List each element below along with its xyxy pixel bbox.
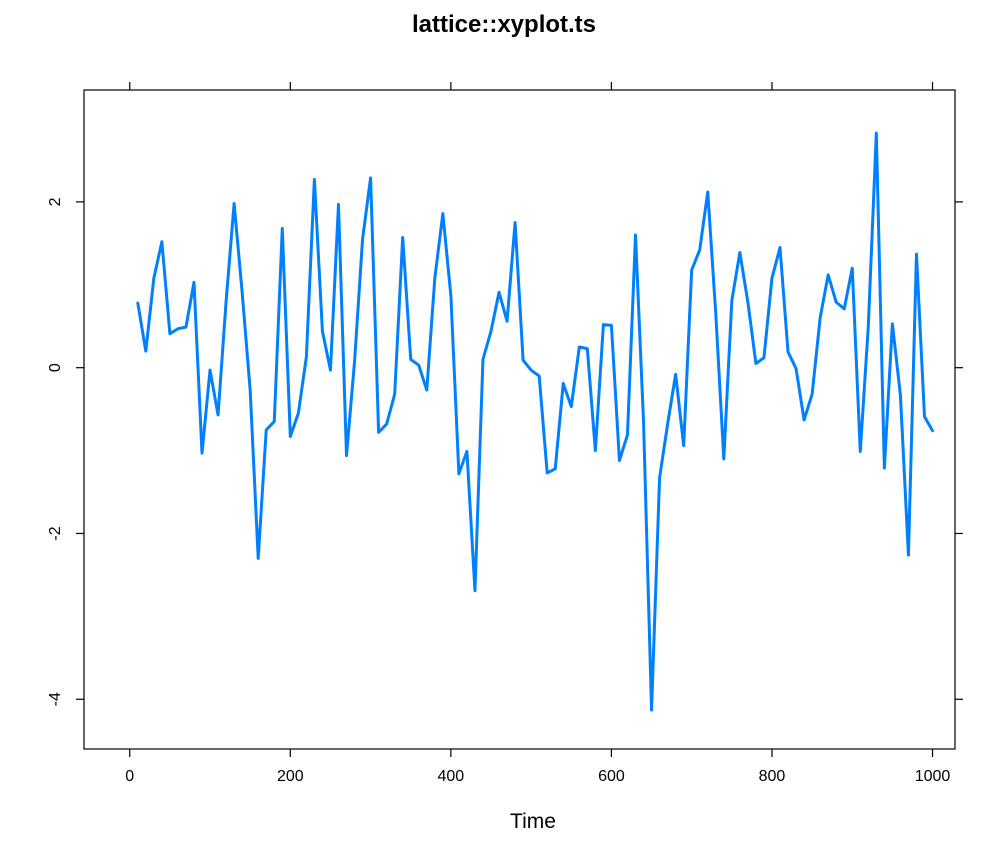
y-tick-label: 0 (47, 363, 64, 372)
plot-frame (83, 89, 956, 750)
x-tick-label: 800 (759, 768, 786, 785)
y-tick-label: -4 (47, 692, 64, 706)
chart-title: lattice::xyplot.ts (412, 11, 596, 38)
series-line (136, 131, 935, 712)
y-axis: -4 -2 0 2 (47, 197, 963, 706)
y-tick-label: 2 (47, 197, 64, 206)
x-tick-label: 1000 (915, 768, 951, 785)
x-tick-label: 200 (277, 768, 304, 785)
y-tick-label: -2 (47, 526, 64, 540)
x-tick-label: 400 (438, 768, 465, 785)
x-tick-label: 0 (125, 768, 134, 785)
x-axis: 0 200 400 600 800 1000 (125, 82, 950, 785)
x-axis-title: Time (510, 810, 556, 833)
x-tick-label: 600 (598, 768, 625, 785)
